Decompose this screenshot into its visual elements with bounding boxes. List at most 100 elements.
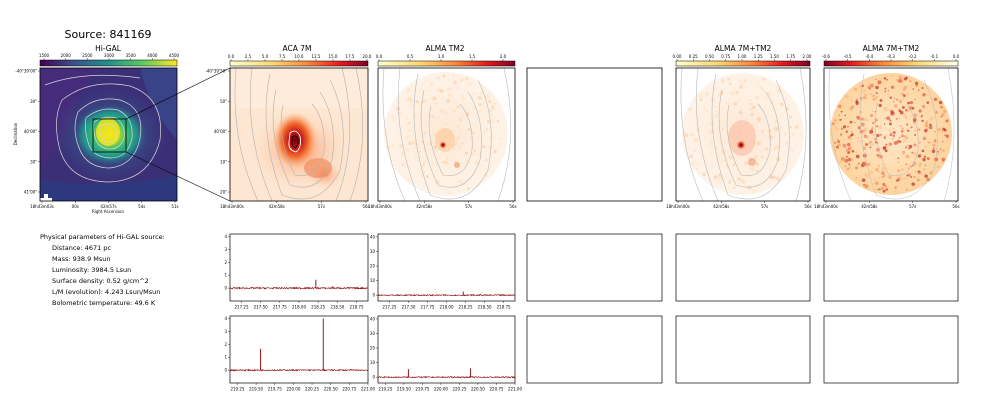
speckle-dot: [846, 167, 850, 171]
speckle-dot: [699, 117, 702, 119]
speckle-dot: [406, 177, 411, 182]
speckle-dot: [881, 163, 884, 166]
colorbar-tick-label: -0.6: [822, 54, 830, 59]
colorbar-tick-label: 5.0: [262, 54, 269, 59]
speckle-dot: [906, 124, 909, 126]
speckle-dot: [878, 103, 882, 108]
empty-spectrum-panel: [675, 233, 811, 302]
speckle-dot: [899, 179, 901, 181]
speckle-dot: [448, 191, 452, 195]
speckle-dot: [848, 166, 851, 169]
speckle-dot: [905, 108, 908, 112]
speckle-dot: [834, 118, 837, 122]
speckle-dot: [911, 182, 915, 186]
speckle-dot: [466, 110, 470, 113]
speckle-dot: [493, 102, 496, 106]
speckle-dot: [773, 147, 777, 150]
speckle-dot: [875, 168, 879, 172]
speckle-dot: [478, 109, 482, 114]
speckle-dot: [437, 88, 440, 92]
speckle-dot: [925, 121, 928, 125]
speckle-dot: [703, 124, 705, 126]
speckle-dot: [926, 120, 929, 122]
speckle-dot: [849, 120, 853, 124]
speckle-dot: [905, 154, 910, 159]
speckle-dot: [883, 90, 887, 93]
speckle-dot: [941, 131, 943, 133]
speckle-dot: [926, 156, 930, 160]
speckle-dot: [855, 98, 857, 100]
speckle-dot: [490, 105, 494, 109]
speckle-dot: [893, 100, 895, 103]
speckle-dot: [465, 151, 469, 155]
speckle-dot: [842, 125, 847, 129]
zoom-connector-bottom: [125, 151, 231, 202]
x-tick-label: 218.25: [459, 305, 473, 310]
speckle-dot: [407, 134, 411, 138]
speckle-dot: [473, 92, 475, 95]
ra-tick-label: 54s: [138, 204, 145, 209]
speckle-dot: [884, 137, 887, 140]
speckle-dot: [864, 184, 869, 189]
speckle-dot: [864, 173, 867, 176]
speckle-dot: [720, 119, 724, 123]
speckle-dot: [794, 124, 799, 129]
speckle-dot: [721, 128, 724, 130]
speckle-dot: [414, 114, 417, 117]
x-tick-label: 219.75: [268, 387, 282, 392]
speckle-dot: [855, 154, 860, 159]
speckle-dot: [945, 134, 950, 138]
speckle-dot: [929, 104, 931, 107]
spectrum-baseline: [229, 286, 369, 290]
speckle-dot: [463, 162, 467, 165]
speckle-dot: [447, 87, 451, 91]
speckle-dot: [932, 143, 936, 147]
y-tick-label: 1: [224, 273, 227, 278]
panel-title-aca: ACA 7M: [283, 44, 312, 53]
speckle-dot: [869, 146, 872, 149]
speckle-dot: [869, 170, 874, 175]
speckle-dot: [846, 142, 851, 147]
x-tick-label: 217.50: [254, 305, 268, 310]
speckle-dot: [423, 131, 427, 135]
speckle-dot: [937, 150, 939, 153]
speckle-dot: [491, 120, 496, 124]
speckle-dot: [910, 126, 913, 129]
speckle-dot: [484, 158, 488, 162]
speckle-dot: [894, 186, 897, 189]
x-tick-label: 218.25: [311, 305, 325, 310]
speckle-dot: [917, 155, 921, 158]
speckle-dot: [889, 133, 892, 137]
speckle-dot: [882, 189, 886, 193]
speckle-dot: [439, 108, 444, 113]
ra-tick-label: 42m57s: [100, 204, 116, 209]
speckle-dot: [896, 178, 900, 182]
speckle-dot: [427, 114, 432, 119]
speckle-dot: [916, 181, 918, 184]
speckle-dot: [400, 151, 405, 156]
colorbar-tm2-ticks: 0.0 0.5 1.0 1.5 2.0: [376, 54, 507, 61]
empty-spectrum-panel: [675, 315, 811, 384]
aca-axis-ticks: 18h43m00s 42m58s 57s 56s -40°39'50" 50" 40'00"…: [205, 69, 369, 210]
speckle-dot: [736, 115, 740, 118]
residual-axis-ticks: 18h43m00s 42m58s 57s 56s: [814, 201, 960, 209]
speckle-dot: [435, 116, 437, 119]
speckle-dot: [943, 109, 947, 113]
speckle-dot: [727, 77, 731, 81]
speckle-dot: [773, 156, 776, 159]
colorbar-tick-label: 3000: [104, 53, 115, 58]
speckle-dot: [891, 153, 894, 156]
speckle-dot: [885, 188, 889, 191]
colorbar-tick-label: 1.00: [738, 54, 747, 59]
speckle-dot: [918, 141, 921, 144]
speckle-dot: [779, 127, 782, 129]
speckle-dot: [764, 92, 767, 94]
speckle-dot: [869, 83, 874, 88]
speckle-dot: [479, 151, 481, 153]
speckle-dot: [757, 116, 761, 121]
speckle-dot: [480, 164, 483, 166]
empty-spectrum-panel: [823, 315, 959, 384]
speckle-dot: [834, 126, 838, 130]
speckle-dot: [423, 99, 427, 103]
speckle-dot: [857, 136, 859, 139]
